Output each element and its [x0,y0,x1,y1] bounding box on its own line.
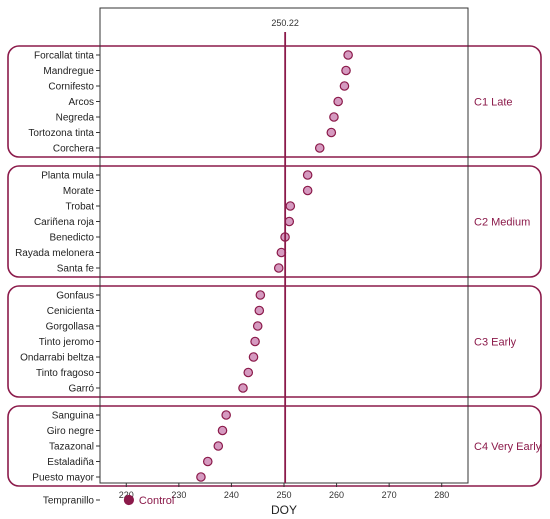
data-point [329,112,339,122]
control-variety-label: Tempranillo [43,496,95,507]
variety-label: Puesto mayor [32,473,94,484]
plot-frame [99,7,469,484]
variety-label: Corchera [53,144,95,155]
data-point [248,352,259,362]
data-point [333,96,343,107]
variety-label: Mandregue [43,66,94,77]
variety-label: Trobat [65,202,94,213]
data-point [273,263,284,273]
data-point [339,81,350,91]
x-tick-label: 270 [382,490,397,500]
data-point [254,305,265,316]
data-point [221,410,231,420]
data-point [302,185,313,196]
group-label: C2 Medium [474,217,530,229]
x-tick-label: 250 [276,490,291,500]
variety-label: Cenicienta [47,306,95,317]
data-point [326,127,337,138]
x-tick-label: 260 [329,490,344,500]
data-point [217,425,228,436]
data-point [250,336,260,347]
variety-label: Cornifesto [48,82,94,93]
data-point [302,170,313,180]
variety-label: Rayada melonera [15,248,94,259]
data-point [213,441,224,451]
data-point [202,456,213,467]
variety-label: Santa fe [57,264,95,275]
variety-label: Negreda [56,113,95,124]
data-point [341,65,351,76]
data-point [238,383,248,393]
variety-label: Garró [68,384,94,395]
group-label: C1 Late [474,97,513,109]
data-point [255,290,266,300]
group-box [7,165,542,278]
variety-label: Tinto fragoso [36,368,94,379]
variety-label: Estaladiña [47,457,94,468]
data-point [196,472,206,482]
variety-label: Planta mula [41,171,94,182]
x-tick-label: 240 [224,490,239,500]
data-point [243,367,254,378]
variety-label: Giro negre [47,426,95,437]
variety-label: Gorgollasa [46,322,95,333]
x-tick-label: 220 [119,490,134,500]
data-point [314,143,325,153]
data-point [284,216,295,227]
variety-label: Sanguina [52,411,95,422]
group-box [7,405,542,487]
variety-label: Ondarrabi beltza [20,353,94,364]
group-label: C4 Very Early [474,441,542,453]
variety-label: Benedicto [50,233,95,244]
x-axis-label: DOY [271,503,297,517]
x-tick-label: 280 [434,490,449,500]
variety-label: Morate [63,186,95,197]
variety-label: Cariñena roja [34,217,94,228]
group-label: C3 Early [474,337,517,349]
data-point [343,50,353,60]
variety-label: Forcallat tinta [34,51,94,62]
x-tick-label: 230 [171,490,186,500]
control-point [123,494,135,506]
group-box [7,45,542,158]
data-point [252,321,263,331]
variety-label: Tortozona tinta [28,128,94,139]
data-point [285,201,296,211]
variety-label: Tinto jeromo [39,337,95,348]
group-box [7,285,542,398]
variety-label: Tazazonal [49,442,94,453]
control-label: Control [139,495,174,507]
variety-label: Arcos [68,97,94,108]
variety-label: Gonfaus [56,291,94,302]
reference-line-label: 250.22 [271,18,299,28]
